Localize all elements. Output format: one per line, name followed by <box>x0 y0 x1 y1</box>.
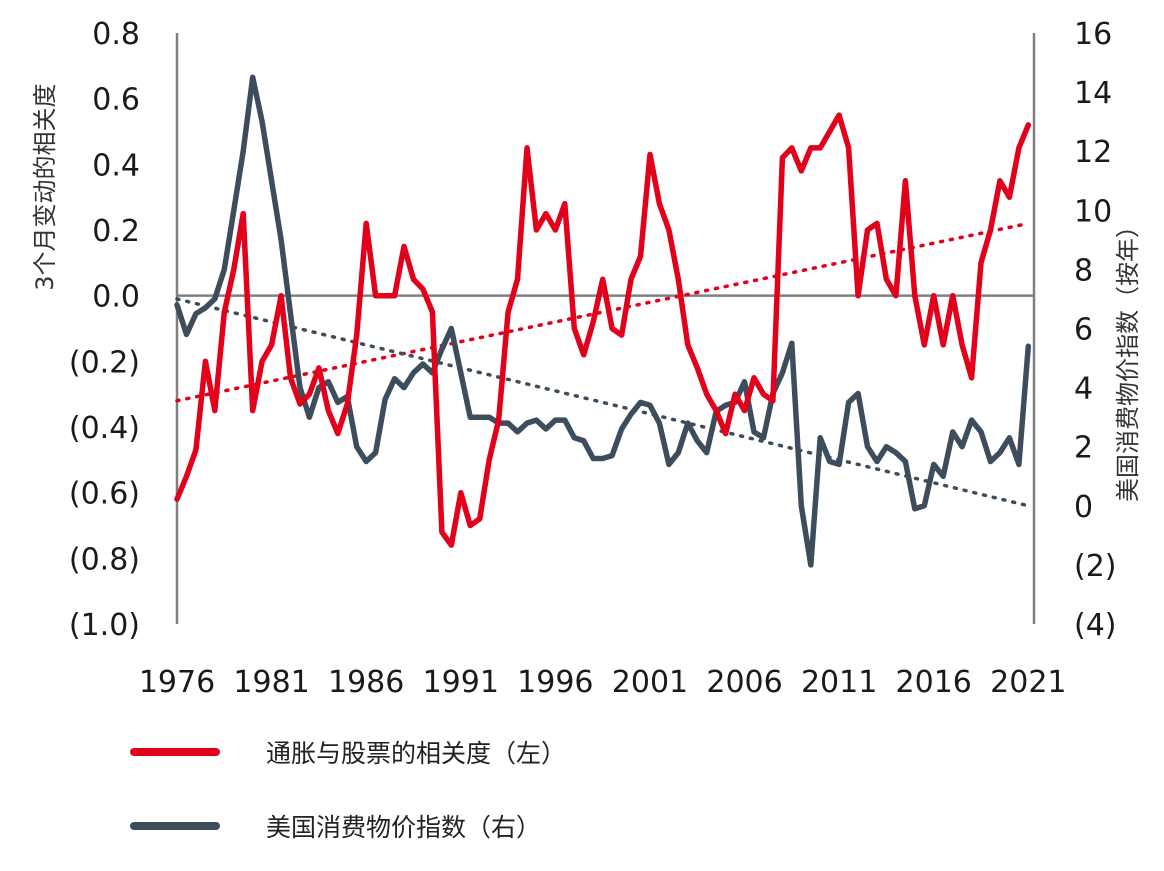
x-tick-label: 1981 <box>233 665 309 700</box>
right-axis-title: 美国消费物价指数（按年） <box>1114 214 1142 502</box>
left-tick-label: 0.0 <box>92 280 140 315</box>
left-tick-label: 0.8 <box>92 17 140 52</box>
right-tick-label: (4) <box>1074 608 1117 643</box>
chart-canvas: 0.8 0.6 0.4 0.2 0.0 (0.2) (0.4) (0.6) (0.8) (1.0)… <box>31 17 1142 700</box>
right-tick-label: 10 <box>1074 194 1112 229</box>
legend-swatch-cpi <box>130 822 220 830</box>
left-tick-label: (0.2) <box>69 345 140 380</box>
left-tick-label: 0.2 <box>92 214 140 249</box>
right-tick-label: 12 <box>1074 135 1112 170</box>
left-tick-label: 0.6 <box>92 83 140 118</box>
right-axis-ticks: 16 14 12 10 8 6 4 2 0 (2) (4) <box>1074 17 1117 643</box>
right-tick-label: 4 <box>1074 372 1093 407</box>
right-tick-label: 6 <box>1074 313 1093 348</box>
x-tick-label: 2006 <box>706 665 782 700</box>
right-tick-label: (2) <box>1074 549 1117 584</box>
series-line-cpi <box>174 74 1032 568</box>
x-tick-label: 1991 <box>423 665 499 700</box>
x-tick-label: 2016 <box>896 665 972 700</box>
x-axis-ticks: 1976 1981 1986 1991 1996 2001 2006 2011 2016 2021 <box>139 665 1067 700</box>
x-tick-label: 1996 <box>517 665 593 700</box>
left-tick-label: (0.6) <box>69 477 140 512</box>
right-tick-label: 2 <box>1074 431 1093 466</box>
series-line-correlation <box>174 112 1032 548</box>
plot-area <box>174 33 1036 624</box>
x-tick-label: 2011 <box>801 665 877 700</box>
left-axis-title: 3个月变动的相关度 <box>31 84 59 291</box>
right-tick-label: 16 <box>1074 17 1112 52</box>
x-tick-label: 1976 <box>139 665 215 700</box>
left-tick-label: (1.0) <box>69 608 140 643</box>
left-axis-ticks: 0.8 0.6 0.4 0.2 0.0 (0.2) (0.4) (0.6) (0.8) (1.0) <box>69 17 140 643</box>
right-tick-label: 0 <box>1074 490 1093 525</box>
x-tick-label: 1986 <box>328 665 404 700</box>
right-tick-label: 8 <box>1074 253 1093 288</box>
left-tick-label: 0.4 <box>92 148 140 183</box>
left-tick-label: (0.4) <box>69 411 140 446</box>
x-tick-label: 2001 <box>612 665 688 700</box>
trendline-cpi <box>175 297 1031 508</box>
legend-label-correlation: 通胀与股票的相关度（左） <box>266 739 567 768</box>
legend-label-cpi: 美国消费物价指数（右） <box>266 813 542 842</box>
left-tick-label: (0.8) <box>69 542 140 577</box>
legend-swatch-correlation <box>130 748 220 756</box>
legend-item-cpi: 美国消费物价指数（右） <box>130 808 541 844</box>
x-tick-label: 2021 <box>990 665 1066 700</box>
right-tick-label: 14 <box>1074 76 1112 111</box>
legend-item-correlation: 通胀与股票的相关度（左） <box>130 734 566 770</box>
